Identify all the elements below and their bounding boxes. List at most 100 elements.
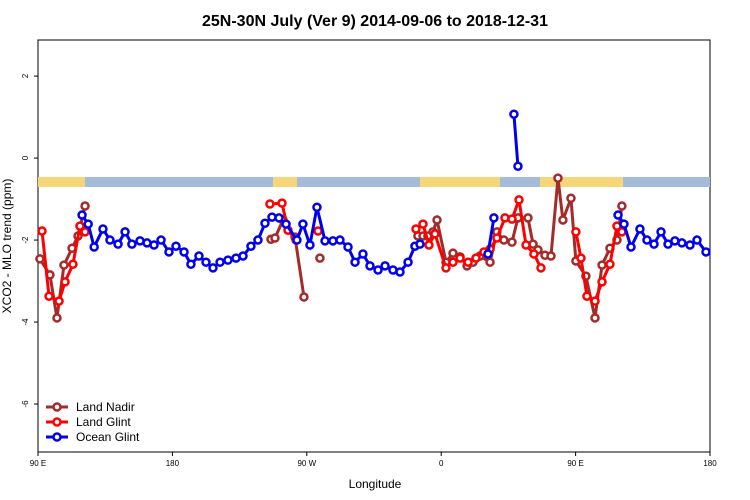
data-point — [343, 242, 353, 252]
y-tick-label: -4 — [21, 318, 30, 326]
data-point — [411, 224, 421, 234]
data-point — [44, 291, 54, 301]
data-point — [238, 251, 248, 261]
x-tick-label: 90 E — [30, 459, 46, 468]
land-ocean-strip — [38, 177, 710, 187]
data-point — [89, 242, 99, 252]
data-point — [215, 257, 225, 267]
data-point — [60, 277, 70, 287]
data-point — [35, 254, 45, 264]
chart-title: 25N-30N July (Ver 9) 2014-09-06 to 2018-… — [202, 13, 548, 30]
data-point — [626, 242, 636, 252]
data-point — [253, 235, 263, 245]
data-point — [492, 233, 502, 243]
data-point — [463, 257, 473, 267]
y-tick-label: -2 — [21, 236, 30, 244]
data-point — [613, 210, 623, 220]
data-point — [513, 161, 523, 172]
data-point — [605, 259, 615, 269]
plot-frame — [37, 39, 711, 453]
data-point — [448, 257, 458, 267]
data-point — [430, 229, 440, 239]
data-point — [514, 195, 524, 205]
data-point — [80, 227, 90, 237]
data-point — [448, 248, 458, 258]
legend-label: Land Glint — [76, 415, 131, 429]
data-point — [281, 219, 291, 229]
data-point — [418, 219, 428, 229]
data-point — [274, 213, 284, 223]
data-point — [299, 292, 309, 302]
data-point — [395, 267, 405, 277]
data-point — [315, 253, 325, 263]
data-point — [156, 235, 166, 245]
data-point — [507, 214, 517, 224]
data-point — [546, 251, 556, 261]
data-point — [149, 240, 159, 250]
y-axis-label: XCO2 - MLO trend (ppm) — [0, 179, 14, 314]
data-point — [313, 226, 323, 236]
data-point — [105, 235, 115, 245]
y-tick-label: 0 — [21, 155, 30, 160]
y-tick-label: 2 — [21, 73, 30, 78]
data-point — [358, 249, 368, 259]
data-point — [558, 215, 568, 225]
data-point — [194, 251, 204, 261]
data-point — [489, 213, 499, 223]
x-tick-label: 90 W — [297, 459, 316, 468]
data-point — [571, 227, 581, 237]
data-point — [265, 199, 275, 209]
data-point — [635, 224, 645, 234]
data-point — [120, 227, 130, 237]
data-point — [305, 240, 315, 250]
data-point — [656, 227, 666, 237]
data-point — [320, 236, 330, 246]
legend-label: Land Nadir — [76, 400, 135, 414]
data-point — [692, 235, 702, 245]
data-point — [201, 257, 211, 267]
data-point — [441, 263, 451, 273]
data-point — [98, 224, 108, 234]
data-point — [566, 193, 576, 203]
data-point — [701, 247, 711, 257]
legend-marker — [52, 417, 62, 427]
x-axis-label: Longitude — [349, 477, 402, 491]
data-point — [485, 257, 495, 267]
x-tick-label: 180 — [166, 459, 180, 468]
data-point — [77, 210, 87, 220]
data-point — [37, 226, 47, 236]
data-point — [59, 260, 69, 270]
data-point — [590, 296, 600, 306]
data-point — [597, 260, 607, 270]
data-point — [471, 253, 481, 263]
data-point — [277, 198, 287, 208]
data-point — [186, 259, 196, 269]
data-point — [521, 240, 531, 250]
data-point — [483, 249, 493, 259]
data-point — [642, 235, 652, 245]
data-point — [509, 109, 519, 119]
data-point — [246, 241, 256, 251]
data-point — [54, 296, 64, 306]
data-point — [312, 202, 322, 213]
y-tick-label: -6 — [21, 400, 30, 408]
legend-marker — [52, 402, 62, 412]
legend-label: Ocean Glint — [76, 430, 140, 444]
data-point — [127, 239, 137, 249]
data-point — [507, 237, 517, 247]
data-point — [298, 219, 308, 229]
data-point — [350, 257, 360, 267]
x-tick-label: 90 E — [567, 459, 583, 468]
data-point — [335, 235, 345, 245]
data-point — [685, 240, 695, 250]
data-point — [292, 235, 302, 245]
data-point — [619, 219, 629, 229]
data-point — [68, 259, 78, 269]
data-point — [523, 213, 533, 223]
data-point — [582, 291, 592, 301]
data-point — [223, 255, 233, 265]
data-point — [208, 263, 218, 273]
data-point — [649, 239, 659, 249]
data-point — [529, 249, 539, 259]
